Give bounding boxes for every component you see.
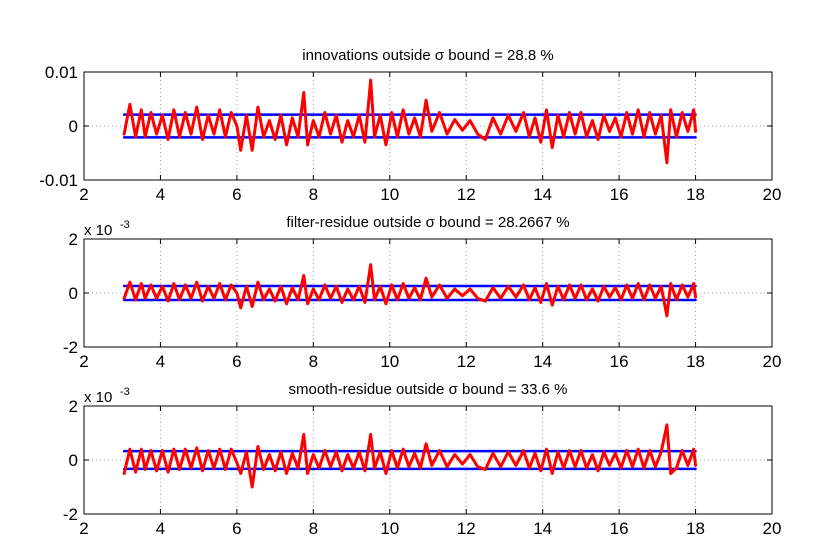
y-tick-label: -0.01 <box>39 171 78 190</box>
x-tick-label: 18 <box>686 352 705 371</box>
y-tick-label: -2 <box>63 338 78 357</box>
x-tick-label: 16 <box>610 352 629 371</box>
x-tick-label: 2 <box>79 352 88 371</box>
residue-series-line <box>122 423 698 489</box>
x-tick-label: 6 <box>232 519 241 538</box>
y-exponent-power: -3 <box>120 219 130 231</box>
subplot-1: 2 4 6 8 10 12 14 16 18 20 -0.01 0 0.01 innovations ou… <box>39 47 781 204</box>
y-tick-label: 0 <box>69 117 78 136</box>
x-tick-label: 6 <box>232 352 241 371</box>
x-tick-label: 8 <box>309 519 318 538</box>
x-tick-label: 6 <box>232 185 241 204</box>
x-tick-label: 8 <box>309 185 318 204</box>
x-tick-label: 14 <box>533 185 552 204</box>
x-tick-label: 10 <box>380 352 399 371</box>
x-tick-label: 18 <box>686 519 705 538</box>
y-tick-label: 2 <box>69 230 78 249</box>
x-tick-label: 2 <box>79 185 88 204</box>
x-tick-label: 4 <box>156 519 165 538</box>
x-tick-label: 16 <box>610 519 629 538</box>
x-tick-label: 12 <box>457 185 476 204</box>
y-tick-label: 0 <box>69 451 78 470</box>
x-tick-label: 12 <box>457 352 476 371</box>
subplot-title: smooth-residue outside σ bound = 33.6 % <box>288 381 567 398</box>
y-exponent-label: x 10 <box>84 222 112 239</box>
y-tick-label: -2 <box>63 505 78 524</box>
x-tick-label: 20 <box>763 185 782 204</box>
x-tick-label: 14 <box>533 352 552 371</box>
x-tick-label: 10 <box>380 185 399 204</box>
residue-series-line <box>122 78 698 165</box>
y-tick-label: 2 <box>69 397 78 416</box>
x-tick-label: 20 <box>763 352 782 371</box>
x-tick-label: 18 <box>686 185 705 204</box>
x-tick-label: 8 <box>309 352 318 371</box>
subplot-title: filter-residue outside σ bound = 28.2667… <box>286 214 569 231</box>
x-tick-label: 16 <box>610 185 629 204</box>
y-exponent-power: -3 <box>120 386 130 398</box>
subplot-3: 2 4 6 8 10 12 14 16 18 20 -2 0 2 x 10 -3 smooth-residue… <box>63 381 782 538</box>
x-tick-label: 4 <box>156 185 165 204</box>
y-exponent-label: x 10 <box>84 389 112 406</box>
x-tick-label: 20 <box>763 519 782 538</box>
residue-series-line <box>122 263 698 318</box>
x-tick-label: 2 <box>79 519 88 538</box>
x-tick-label: 12 <box>457 519 476 538</box>
y-tick-label: 0.01 <box>45 63 78 82</box>
x-tick-label: 4 <box>156 352 165 371</box>
subplot-title: innovations outside σ bound = 28.8 % <box>302 47 554 64</box>
subplot-2: 2 4 6 8 10 12 14 16 18 20 -2 0 2 x 10 -3 filter-residue… <box>63 214 782 371</box>
x-tick-label: 14 <box>533 519 552 538</box>
x-tick-label: 10 <box>380 519 399 538</box>
y-tick-label: 0 <box>69 284 78 303</box>
